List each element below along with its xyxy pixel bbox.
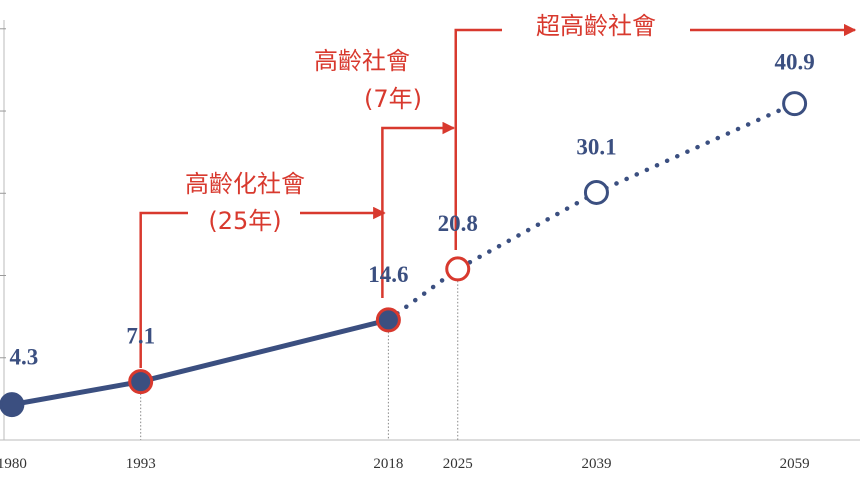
value-label: 20.8 (438, 211, 478, 236)
value-label: 40.9 (774, 50, 814, 75)
annotation: (25年) (208, 207, 281, 235)
marker (445, 256, 471, 282)
value-label: 4.3 (10, 345, 39, 370)
marker (0, 392, 25, 418)
annotation: 高齡化社會 (185, 170, 305, 198)
x-tick-label: 1980 (0, 456, 27, 472)
x-tick-label: 2039 (581, 456, 611, 472)
marker (583, 179, 609, 205)
x-tick-label: 2059 (780, 456, 810, 472)
bracket (381, 121, 455, 298)
marker (375, 307, 401, 333)
bracket (454, 28, 502, 250)
x-tick-label: 2018 (373, 456, 403, 472)
annotation: 超高齡社會 (536, 12, 656, 40)
value-label: 14.6 (368, 262, 408, 287)
value-label: 30.1 (576, 134, 616, 159)
marker (782, 91, 808, 117)
value-label: 7.1 (126, 324, 155, 349)
line (9, 317, 391, 408)
line (386, 101, 797, 323)
annotation: 高齡社會 (314, 47, 410, 75)
marker (128, 369, 154, 395)
x-tick-label: 1993 (126, 456, 156, 472)
annotation: (7年) (364, 85, 422, 113)
x-tick-label: 2025 (443, 456, 473, 472)
bracket (139, 211, 188, 368)
